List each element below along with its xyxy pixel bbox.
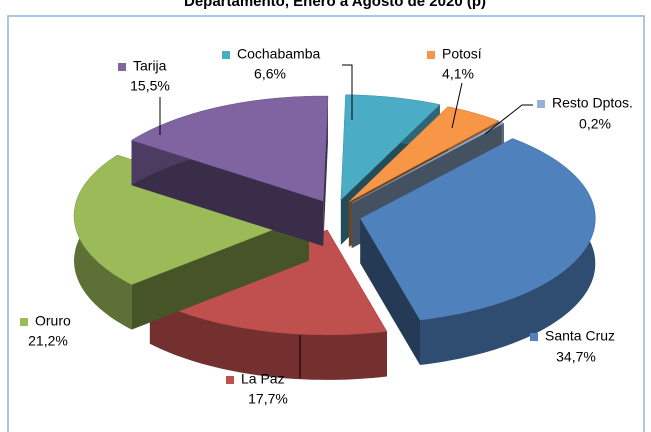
slice-top bbox=[340, 94, 441, 201]
legend-swatch bbox=[537, 100, 545, 108]
slice-top bbox=[131, 95, 329, 202]
slice-top bbox=[351, 121, 505, 204]
slice-top bbox=[359, 138, 596, 321]
slice-value-label: 15,5% bbox=[130, 78, 170, 94]
slice-name: Resto Dptos. bbox=[552, 95, 633, 111]
legend-swatch bbox=[226, 376, 234, 384]
slice-name: Santa Cruz bbox=[545, 328, 615, 344]
slice-value-label: 0,2% bbox=[579, 116, 611, 132]
slice-side bbox=[149, 298, 387, 380]
slice-name: Oruro bbox=[35, 313, 71, 329]
legend-swatch bbox=[530, 333, 538, 341]
leader-line bbox=[342, 64, 353, 120]
slice-value-label: 4,1% bbox=[442, 66, 474, 82]
chart-title: Departamento, Enero a Agosto de 2020 (p) bbox=[184, 0, 486, 10]
slice bbox=[131, 95, 329, 247]
slice-name: Potosí bbox=[442, 46, 482, 62]
slice-value-label: 6,6% bbox=[254, 66, 286, 82]
slice-name: Tarija bbox=[133, 58, 167, 74]
slice-value-label: 34,7% bbox=[556, 349, 596, 365]
slice-side bbox=[131, 140, 324, 247]
slice-name: La Paz bbox=[241, 371, 285, 387]
slice-value-label: 21,2% bbox=[28, 333, 68, 349]
leader-line bbox=[484, 104, 533, 135]
labels: Cochabamba 6,6% Potosí 4,1% Resto Dptos. 0,2%… bbox=[20, 46, 633, 407]
slice bbox=[359, 138, 596, 365]
legend-swatch bbox=[118, 63, 126, 71]
legend-swatch bbox=[427, 51, 435, 59]
legend-swatch bbox=[222, 51, 230, 59]
pie bbox=[73, 94, 596, 380]
slice-name: Cochabamba bbox=[237, 46, 320, 62]
slice-top bbox=[73, 154, 310, 285]
slice-side bbox=[360, 218, 420, 365]
slice-top bbox=[348, 106, 500, 203]
legend-swatch bbox=[20, 318, 28, 326]
leader-line bbox=[451, 82, 463, 129]
slice-value-label: 17,7% bbox=[248, 391, 288, 407]
